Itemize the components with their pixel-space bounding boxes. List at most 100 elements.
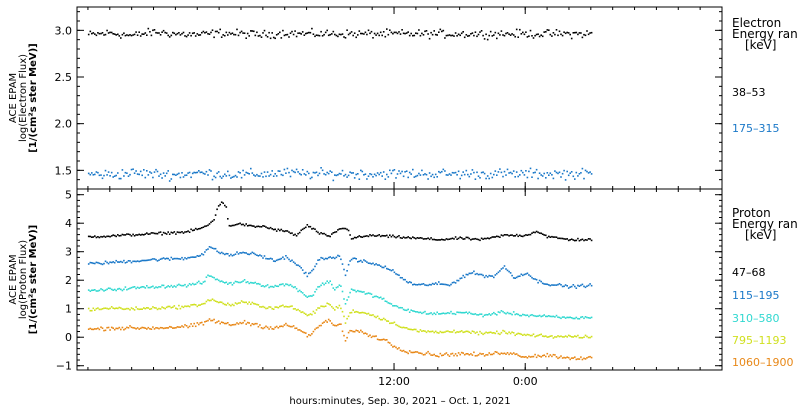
data-point	[312, 310, 315, 313]
data-point	[173, 173, 176, 176]
data-point	[133, 172, 136, 174]
data-point	[240, 300, 243, 302]
data-point	[308, 172, 310, 175]
data-point	[220, 280, 223, 282]
data-point	[474, 31, 477, 33]
data-point	[378, 317, 380, 320]
data-point	[457, 237, 460, 240]
data-point	[434, 282, 437, 284]
data-point	[156, 170, 159, 173]
data-point	[179, 176, 182, 179]
data-point	[370, 336, 373, 339]
data-point	[231, 224, 234, 227]
data-point	[526, 36, 529, 38]
data-point	[303, 34, 306, 36]
data-point	[399, 237, 402, 239]
data-point	[262, 305, 264, 308]
data-point	[190, 323, 192, 325]
data-point	[589, 317, 591, 319]
data-point	[274, 284, 276, 287]
data-point	[537, 231, 539, 234]
data-point	[470, 312, 472, 315]
data-point	[543, 335, 545, 338]
data-point	[107, 32, 110, 34]
data-point	[441, 331, 443, 334]
data-point	[589, 336, 591, 339]
data-point	[357, 236, 359, 238]
data-point	[479, 31, 481, 33]
data-point	[130, 235, 133, 237]
data-point	[460, 32, 463, 35]
data-point	[243, 301, 246, 304]
data-point	[233, 304, 235, 307]
data-point	[133, 235, 136, 237]
data-point	[360, 259, 362, 262]
data-point	[275, 230, 278, 232]
data-point	[578, 358, 581, 360]
data-point	[577, 175, 579, 177]
data-point	[254, 281, 257, 284]
data-point	[551, 235, 553, 238]
data-point	[491, 275, 494, 277]
data-point	[499, 270, 501, 272]
data-point	[162, 327, 165, 330]
data-point	[139, 260, 142, 262]
data-point	[497, 332, 500, 335]
data-point	[198, 170, 200, 172]
data-point	[222, 302, 224, 305]
data-point	[535, 335, 538, 337]
data-point	[489, 353, 492, 356]
data-point	[100, 326, 102, 328]
data-point	[283, 258, 286, 260]
data-point	[555, 284, 558, 286]
data-point	[240, 30, 243, 33]
data-point	[418, 283, 420, 286]
data-point	[227, 218, 229, 220]
data-point	[416, 330, 419, 333]
data-point	[164, 327, 166, 329]
data-point	[512, 332, 515, 334]
data-point	[517, 275, 519, 278]
data-point	[473, 270, 475, 273]
data-point	[162, 29, 165, 32]
data-point	[246, 253, 249, 255]
data-point	[569, 316, 571, 319]
data-point	[275, 259, 278, 262]
data-point	[572, 239, 575, 241]
data-point	[567, 174, 570, 177]
data-point	[207, 224, 209, 227]
data-point	[522, 313, 524, 316]
data-point	[540, 232, 542, 235]
data-point	[511, 234, 513, 236]
data-point	[551, 174, 553, 176]
legend-title-line: Electron	[732, 16, 781, 30]
data-point	[361, 311, 364, 314]
data-point	[563, 285, 565, 288]
data-point	[549, 335, 552, 337]
data-point	[419, 329, 422, 331]
data-point	[291, 30, 293, 33]
data-point	[298, 32, 301, 34]
data-point	[344, 303, 347, 305]
data-point	[353, 289, 356, 292]
data-point	[364, 332, 367, 334]
data-point	[399, 306, 402, 309]
data-point	[572, 284, 575, 286]
data-point	[305, 271, 307, 274]
data-point	[372, 176, 374, 178]
data-point	[133, 327, 136, 329]
data-point	[260, 255, 263, 257]
data-point	[577, 237, 579, 240]
data-point	[337, 35, 339, 38]
data-point	[207, 33, 209, 35]
data-point	[300, 291, 302, 293]
data-point	[141, 259, 143, 262]
data-point	[545, 335, 547, 337]
data-point	[537, 177, 539, 180]
data-point	[428, 312, 431, 315]
data-point	[165, 286, 168, 288]
data-point	[517, 36, 519, 38]
data-point	[112, 307, 114, 309]
data-point	[92, 32, 95, 34]
data-point	[211, 178, 214, 181]
